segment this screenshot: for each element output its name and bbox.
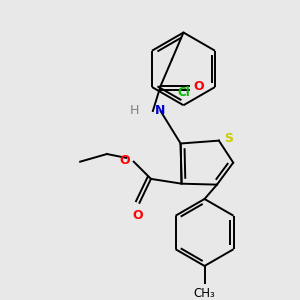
Text: O: O (132, 208, 143, 222)
Text: N: N (155, 104, 165, 118)
Text: H: H (130, 104, 140, 118)
Text: S: S (224, 132, 233, 145)
Text: O: O (193, 80, 204, 93)
Text: Cl: Cl (177, 86, 190, 100)
Text: O: O (119, 154, 130, 167)
Text: CH₃: CH₃ (194, 287, 215, 300)
